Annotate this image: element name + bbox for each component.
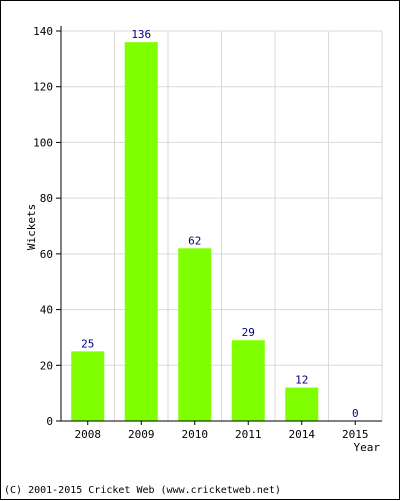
gridlines <box>61 30 383 421</box>
y-tick-label: 40 <box>40 304 53 317</box>
x-axis-title: Year <box>354 441 381 454</box>
data-label-2009: 136 <box>131 28 151 41</box>
y-tick-label: 100 <box>33 136 53 149</box>
bar-2009 <box>124 42 158 422</box>
y-tick-label: 140 <box>33 25 53 38</box>
data-label-2011: 29 <box>242 326 255 339</box>
data-label-2015: 0 <box>352 407 359 420</box>
data-label-2014: 12 <box>295 374 308 387</box>
y-tick-label: 60 <box>40 248 53 261</box>
bar-2014 <box>285 387 319 421</box>
bar-2011 <box>231 340 265 421</box>
y-tick-label: 20 <box>40 359 53 372</box>
labels: 0204060801001201402520081362009622010292… <box>33 25 368 441</box>
y-tick-label: 0 <box>46 415 53 428</box>
x-tick-label-2008: 2008 <box>75 428 102 441</box>
bar-2008 <box>71 351 105 421</box>
data-label-2010: 62 <box>188 234 201 247</box>
x-tick-label-2011: 2011 <box>235 428 262 441</box>
data-label-2008: 25 <box>81 337 94 350</box>
x-tick-label-2014: 2014 <box>289 428 316 441</box>
bars <box>71 42 319 422</box>
y-tick-label: 120 <box>33 81 53 94</box>
x-tick-label-2009: 2009 <box>128 428 155 441</box>
copyright-note: (C) 2001-2015 Cricket Web (www.cricketwe… <box>4 485 281 496</box>
x-tick-label-2010: 2010 <box>182 428 209 441</box>
y-axis-title: Wickets <box>25 204 38 250</box>
axes <box>56 26 382 425</box>
y-tick-label: 80 <box>40 192 53 205</box>
bar-2010 <box>178 248 212 421</box>
x-tick-label-2015: 2015 <box>342 428 369 441</box>
